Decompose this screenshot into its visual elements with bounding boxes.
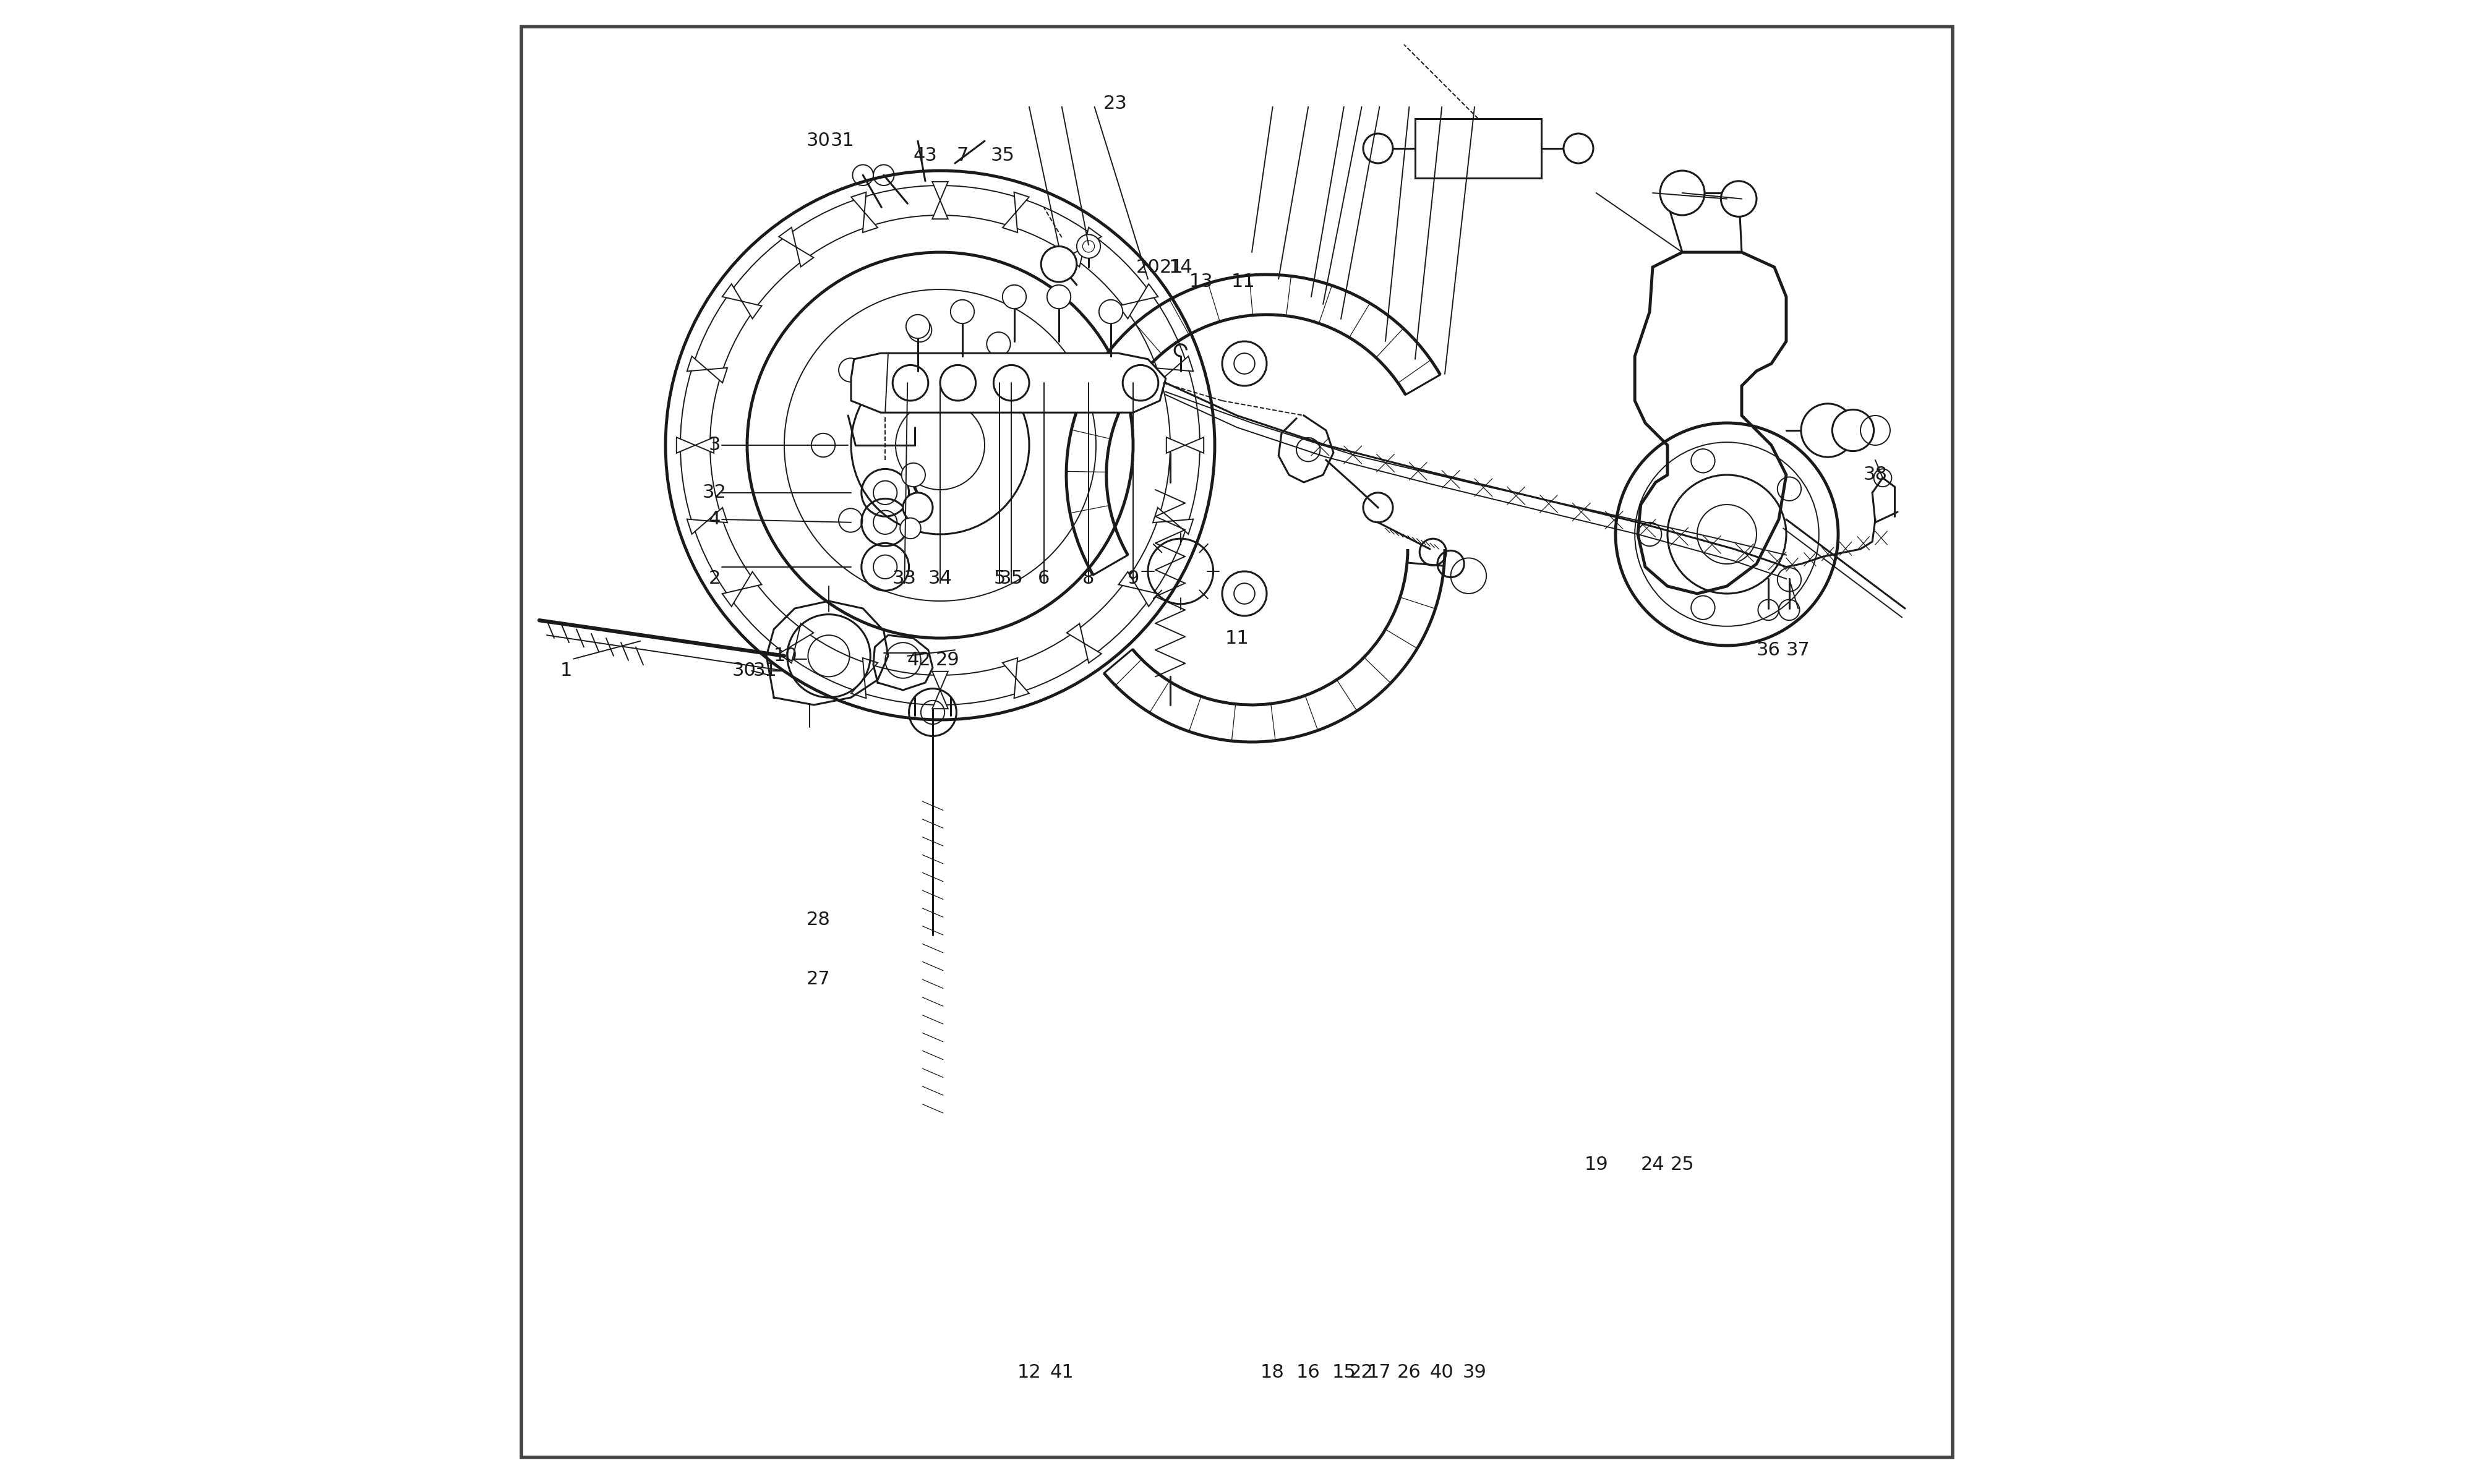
Polygon shape [933,181,948,220]
Polygon shape [1165,438,1205,453]
Text: 41: 41 [1049,1364,1074,1382]
Polygon shape [851,353,1165,413]
Polygon shape [722,283,762,319]
Text: 2: 2 [708,570,720,588]
Text: 20: 20 [1136,258,1160,276]
Text: 9: 9 [1128,570,1138,588]
Text: 8: 8 [1084,570,1094,588]
Circle shape [903,493,933,522]
Circle shape [1833,410,1873,451]
Text: 35: 35 [990,147,1014,165]
Polygon shape [851,191,878,233]
Text: 4: 4 [708,510,720,528]
Polygon shape [1002,657,1029,699]
Text: 43: 43 [913,147,938,165]
Polygon shape [688,508,727,534]
Text: 38: 38 [1863,466,1888,484]
Polygon shape [779,623,814,663]
Polygon shape [779,227,814,267]
Text: 1: 1 [559,662,571,680]
Text: 30: 30 [732,662,757,680]
Text: 33: 33 [893,570,915,588]
Text: 25: 25 [1670,1156,1695,1174]
Text: 11: 11 [1225,629,1249,647]
Text: 31: 31 [752,662,777,680]
Circle shape [1042,246,1076,282]
Text: 19: 19 [1583,1156,1608,1174]
Circle shape [905,315,930,338]
Text: 30: 30 [807,132,831,150]
Text: 3: 3 [708,436,720,454]
Polygon shape [1153,356,1192,383]
Circle shape [901,463,925,487]
Polygon shape [1066,623,1101,663]
Polygon shape [933,671,948,709]
Text: 24: 24 [1640,1156,1665,1174]
Text: 17: 17 [1368,1364,1390,1382]
Text: 12: 12 [1017,1364,1042,1382]
Text: 5: 5 [995,570,1004,588]
Text: 23: 23 [1103,95,1128,113]
Text: 14: 14 [1168,258,1192,276]
Circle shape [1123,365,1158,401]
Polygon shape [1118,571,1158,607]
Polygon shape [1066,227,1101,267]
Circle shape [1363,134,1393,163]
Text: 26: 26 [1398,1364,1420,1382]
Circle shape [1564,134,1593,163]
Text: 42: 42 [908,651,930,669]
Polygon shape [1153,508,1192,534]
Polygon shape [1635,252,1786,594]
Circle shape [1002,285,1027,309]
Circle shape [950,300,975,324]
Polygon shape [688,356,727,383]
Text: 27: 27 [807,971,831,988]
Polygon shape [1002,191,1029,233]
Circle shape [1660,171,1705,215]
Text: 7: 7 [957,147,967,165]
Circle shape [901,518,920,539]
Circle shape [1801,404,1856,457]
Text: 29: 29 [935,651,960,669]
Text: 16: 16 [1296,1364,1321,1382]
Text: 11: 11 [1232,273,1254,291]
Text: 18: 18 [1262,1364,1284,1382]
Text: 35: 35 [999,570,1024,588]
Circle shape [1722,181,1757,217]
Text: 10: 10 [774,647,797,665]
Text: 36: 36 [1757,641,1781,659]
Polygon shape [722,571,762,607]
Text: 15: 15 [1331,1364,1356,1382]
Text: 21: 21 [1160,258,1183,276]
Circle shape [1047,285,1071,309]
Text: 13: 13 [1190,273,1212,291]
Polygon shape [675,438,715,453]
Text: 22: 22 [1351,1364,1373,1382]
Polygon shape [851,657,878,699]
Text: 31: 31 [831,132,854,150]
Text: 6: 6 [1039,570,1049,588]
Polygon shape [1118,283,1158,319]
Text: 40: 40 [1430,1364,1455,1382]
Text: 37: 37 [1786,641,1811,659]
Bar [1415,119,1541,178]
Text: 28: 28 [807,911,831,929]
Text: 39: 39 [1462,1364,1487,1382]
Text: 34: 34 [928,570,952,588]
Text: 32: 32 [703,484,727,502]
Circle shape [1076,234,1101,258]
Circle shape [1098,300,1123,324]
